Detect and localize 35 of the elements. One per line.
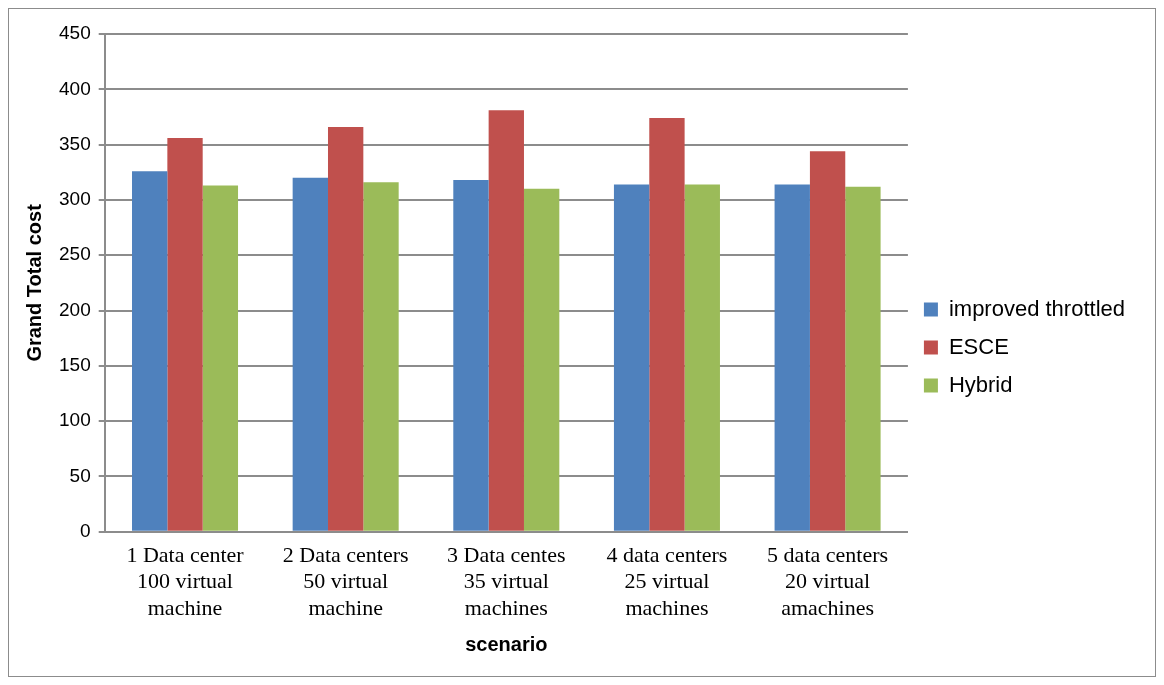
bar bbox=[202, 185, 239, 531]
bar bbox=[845, 186, 881, 531]
bar bbox=[809, 151, 846, 531]
legend-label: improved throttled bbox=[948, 295, 1126, 321]
bar bbox=[132, 171, 168, 531]
bar bbox=[523, 188, 560, 531]
y-tick-label: 50 bbox=[69, 464, 91, 486]
bar bbox=[167, 137, 203, 531]
x-axis-title: scenario bbox=[465, 632, 548, 655]
x-tick-label: 5 data centers 20 virtual amachines bbox=[767, 541, 889, 620]
y-tick-label: 100 bbox=[59, 409, 91, 431]
y-tick-label: 200 bbox=[59, 298, 91, 320]
bar bbox=[327, 126, 364, 531]
legend-label: Hybrid bbox=[948, 371, 1013, 397]
x-tick-label: 2 Data centers 50 virtual machine bbox=[282, 541, 409, 620]
bar bbox=[684, 184, 720, 531]
legend-label: ESCE bbox=[948, 333, 1009, 359]
x-tick-label: 3 Data centes 35 virtual machines bbox=[447, 541, 566, 620]
y-tick-label: 400 bbox=[59, 77, 91, 99]
x-tick-label: 1 Data center 100 virtual machine bbox=[126, 541, 245, 620]
y-tick-label: 150 bbox=[59, 354, 91, 376]
bar bbox=[649, 118, 685, 531]
bar bbox=[613, 184, 650, 531]
y-tick-label: 250 bbox=[59, 243, 91, 265]
bar bbox=[774, 184, 810, 531]
x-tick-label: 4 data centers 25 virtual machines bbox=[606, 541, 728, 620]
bar bbox=[363, 182, 399, 531]
y-tick-label: 450 bbox=[59, 22, 91, 44]
bar bbox=[292, 177, 328, 531]
bar bbox=[488, 110, 524, 531]
y-axis-title: Grand Total cost bbox=[22, 203, 45, 362]
y-tick-label: 0 bbox=[80, 520, 91, 542]
bar bbox=[453, 180, 489, 531]
y-tick-label: 350 bbox=[59, 132, 91, 154]
y-tick-label: 300 bbox=[59, 188, 91, 210]
